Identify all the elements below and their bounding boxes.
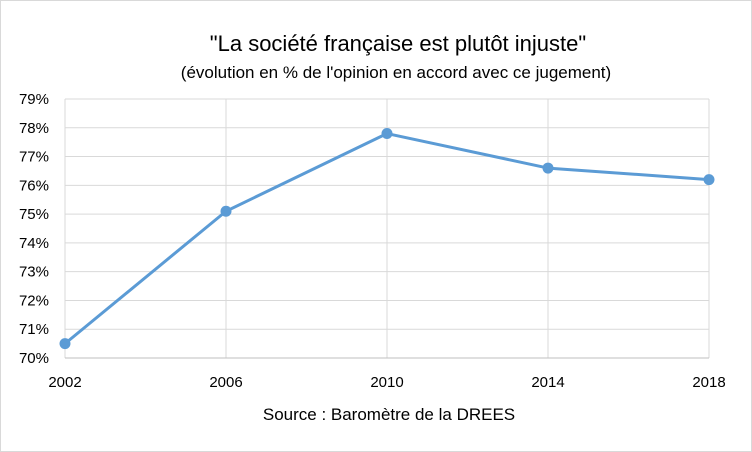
y-tick-label: 73% [19, 264, 49, 281]
y-tick-label: 79% [19, 91, 49, 108]
x-tick-label: 2010 [370, 374, 403, 391]
source-note: Source : Baromètre de la DREES [263, 405, 515, 424]
series-layer [59, 128, 715, 350]
y-tick-label: 74% [19, 235, 49, 252]
x-tick-label: 2006 [209, 374, 242, 391]
y-tick-label: 78% [19, 120, 49, 137]
data-point [220, 205, 232, 217]
y-tick-label: 75% [19, 206, 49, 223]
chart-subtitle: (évolution en % de l'opinion en accord a… [181, 63, 611, 82]
x-tick-label: 2018 [692, 374, 725, 391]
y-tick-label: 70% [19, 350, 49, 367]
data-point [703, 174, 715, 186]
y-tick-label: 71% [19, 321, 49, 338]
data-point [59, 338, 71, 350]
x-tick-label: 2014 [531, 374, 564, 391]
data-point [542, 162, 554, 174]
y-axis-tick-labels: 70% 71% 72% 73% 74% 75% 76% 77% 78% 79% [19, 91, 49, 367]
chart-title: "La société française est plutôt injuste… [210, 31, 586, 56]
y-tick-label: 77% [19, 149, 49, 166]
data-point [381, 128, 393, 140]
x-axis-tick-labels: 2002 2006 2010 2014 2018 [48, 374, 725, 391]
y-tick-label: 72% [19, 292, 49, 309]
y-tick-label: 76% [19, 177, 49, 194]
x-tick-label: 2002 [48, 374, 81, 391]
gridlines [64, 98, 710, 359]
